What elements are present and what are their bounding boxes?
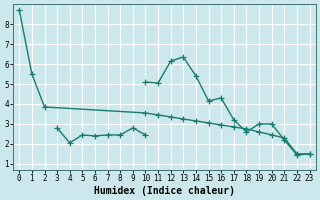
X-axis label: Humidex (Indice chaleur): Humidex (Indice chaleur)	[94, 186, 235, 196]
